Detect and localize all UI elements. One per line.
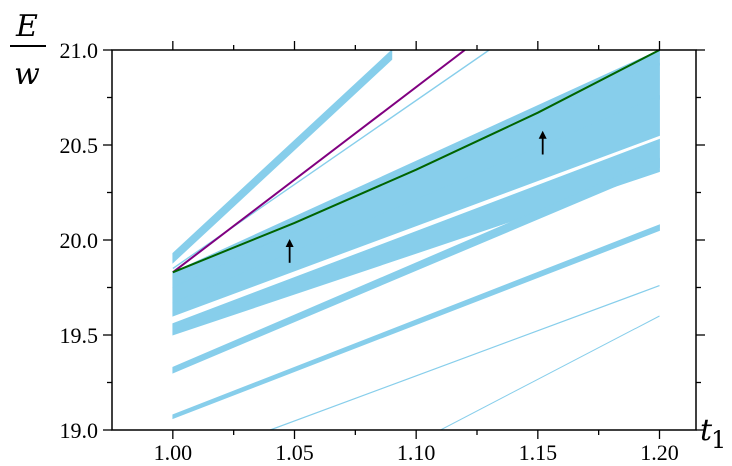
- arrow-2: [538, 130, 547, 155]
- y-axis-title: E w: [10, 9, 46, 92]
- y-axis-label-denominator: w: [14, 57, 40, 92]
- series-layer: [172, 50, 660, 274]
- arrow-1: [285, 239, 294, 263]
- band-6: [172, 157, 660, 374]
- y-tick-label: 21.0: [60, 38, 99, 63]
- band-5: [172, 138, 660, 336]
- y-axis-label-numerator: E: [15, 9, 38, 44]
- bands-layer: [172, 50, 660, 420]
- y-tick-label: 20.5: [60, 133, 99, 158]
- x-axis-label: t: [700, 413, 713, 448]
- y-tick-label: 19.0: [60, 418, 99, 443]
- x-tick-label: 1.10: [397, 440, 436, 465]
- thin-line-2: [269, 285, 660, 430]
- band-4: [172, 94, 660, 317]
- x-axis-title: t 1: [700, 413, 726, 454]
- x-axis-label-subscript: 1: [711, 426, 726, 454]
- x-tick-label: 1.20: [640, 440, 679, 465]
- band-7: [172, 224, 660, 420]
- y-tick-label: 19.5: [60, 323, 99, 348]
- y-tick-label: 20.0: [60, 228, 99, 253]
- thin-line-3: [440, 315, 660, 430]
- band-1: [172, 50, 393, 264]
- series-line-1: [172, 50, 466, 274]
- tick-labels-layer: 1.00 1.05 1.10 1.15 1.20 19.0 19.5 20.0 20.5 21.0: [60, 38, 679, 465]
- x-tick-label: 1.15: [519, 440, 558, 465]
- ticks-layer: [103, 41, 705, 439]
- x-tick-label: 1.00: [154, 440, 193, 465]
- series-line-2: [172, 50, 660, 274]
- x-tick-label: 1.05: [275, 440, 314, 465]
- arrows-layer: [285, 130, 547, 263]
